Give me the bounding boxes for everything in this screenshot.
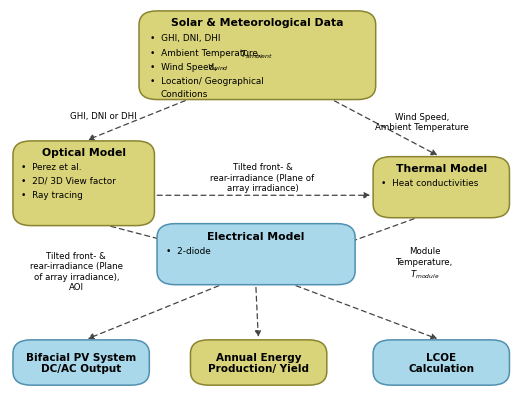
Text: •  GHI, DNI, DHI: • GHI, DNI, DHI <box>150 34 221 43</box>
Text: LCOE
Calculation: LCOE Calculation <box>408 352 474 373</box>
Text: Tilted front- &
rear-irradiance (Plane of
array irradiance): Tilted front- & rear-irradiance (Plane o… <box>211 163 314 192</box>
FancyBboxPatch shape <box>191 340 327 385</box>
Text: $v_{wind}$: $v_{wind}$ <box>207 63 229 73</box>
Text: Module
Temperature,
$T_{module}$: Module Temperature, $T_{module}$ <box>396 247 453 280</box>
Text: Tilted front- &
rear-irradiance (Plane
of array irradiance),
AOI: Tilted front- & rear-irradiance (Plane o… <box>30 251 123 291</box>
Text: •  Wind Speed,: • Wind Speed, <box>150 63 220 71</box>
Text: Conditions: Conditions <box>161 90 208 99</box>
Text: •  Heat conductivities: • Heat conductivities <box>381 179 478 188</box>
FancyBboxPatch shape <box>13 340 149 385</box>
Text: Wind Speed,
Ambient Temperature: Wind Speed, Ambient Temperature <box>375 112 469 132</box>
Text: $T_{ambient}$: $T_{ambient}$ <box>240 49 274 61</box>
Text: •  2D/ 3D View factor: • 2D/ 3D View factor <box>20 176 116 186</box>
Text: Annual Energy
Production/ Yield: Annual Energy Production/ Yield <box>208 352 309 373</box>
Text: Optical Model: Optical Model <box>41 148 125 158</box>
Text: GHI, DNI or DHI: GHI, DNI or DHI <box>70 111 136 120</box>
Text: Electrical Model: Electrical Model <box>207 231 304 241</box>
FancyBboxPatch shape <box>373 157 509 218</box>
Text: Solar & Meteorological Data: Solar & Meteorological Data <box>171 18 343 28</box>
Text: •  Ray tracing: • Ray tracing <box>20 190 82 200</box>
Text: Bifacial PV System
DC/AC Output: Bifacial PV System DC/AC Output <box>26 352 136 373</box>
Text: •  Location/ Geographical: • Location/ Geographical <box>150 77 264 86</box>
FancyBboxPatch shape <box>157 224 355 285</box>
FancyBboxPatch shape <box>373 340 509 385</box>
Text: •  2-diode: • 2-diode <box>166 247 211 256</box>
Text: •  Perez et al.: • Perez et al. <box>20 162 81 171</box>
FancyBboxPatch shape <box>13 142 154 226</box>
Text: •  Ambient Temperature,: • Ambient Temperature, <box>150 49 264 57</box>
Text: Thermal Model: Thermal Model <box>396 163 487 173</box>
FancyBboxPatch shape <box>139 12 376 100</box>
